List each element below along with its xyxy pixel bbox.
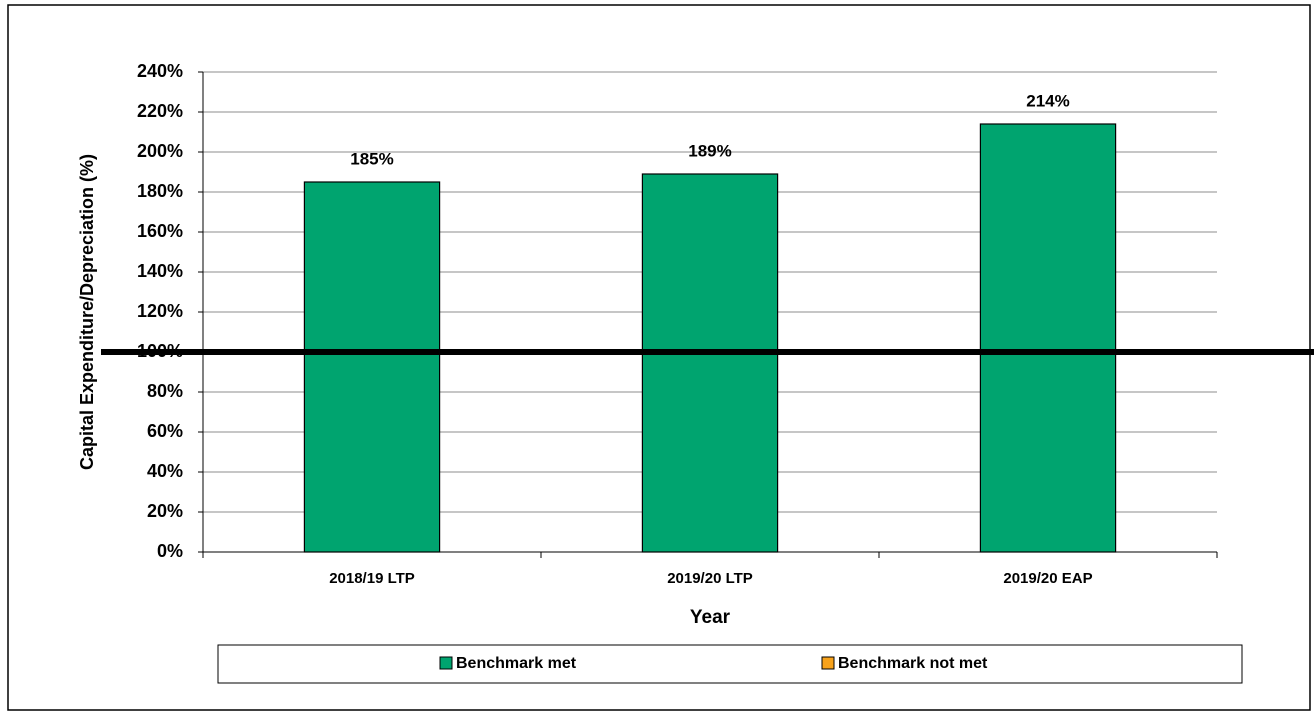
y-tick-label: 60% (147, 421, 183, 441)
y-tick-label: 220% (137, 101, 183, 121)
y-tick-label: 180% (137, 181, 183, 201)
y-tick-label: 140% (137, 261, 183, 281)
data-label: 189% (688, 141, 731, 160)
bar (979, 123, 1117, 553)
legend-label: Benchmark not met (838, 655, 988, 672)
y-tick-label: 200% (137, 141, 183, 161)
bar (641, 173, 779, 553)
y-axis-label: Capital Expenditure/Depreciation (%) (77, 154, 97, 470)
x-tick-label: 2019/20 EAP (1003, 570, 1092, 587)
x-tick-label: 2018/19 LTP (329, 570, 415, 587)
x-axis-label: Year (690, 607, 731, 628)
data-label: 185% (350, 149, 393, 168)
y-tick-label: 20% (147, 501, 183, 521)
legend-swatch (821, 656, 835, 670)
y-tick-label: 240% (137, 61, 183, 81)
legend (217, 644, 1243, 684)
y-tick-label: 0% (157, 541, 183, 561)
legend-label: Benchmark met (456, 655, 577, 672)
legend-swatch (439, 656, 453, 670)
y-tick-label: 120% (137, 301, 183, 321)
bar (303, 181, 441, 553)
y-tick-label: 160% (137, 221, 183, 241)
y-tick-label: 40% (147, 461, 183, 481)
y-tick-label: 80% (147, 381, 183, 401)
x-tick-label: 2019/20 LTP (667, 570, 753, 587)
data-label: 214% (1026, 91, 1069, 110)
